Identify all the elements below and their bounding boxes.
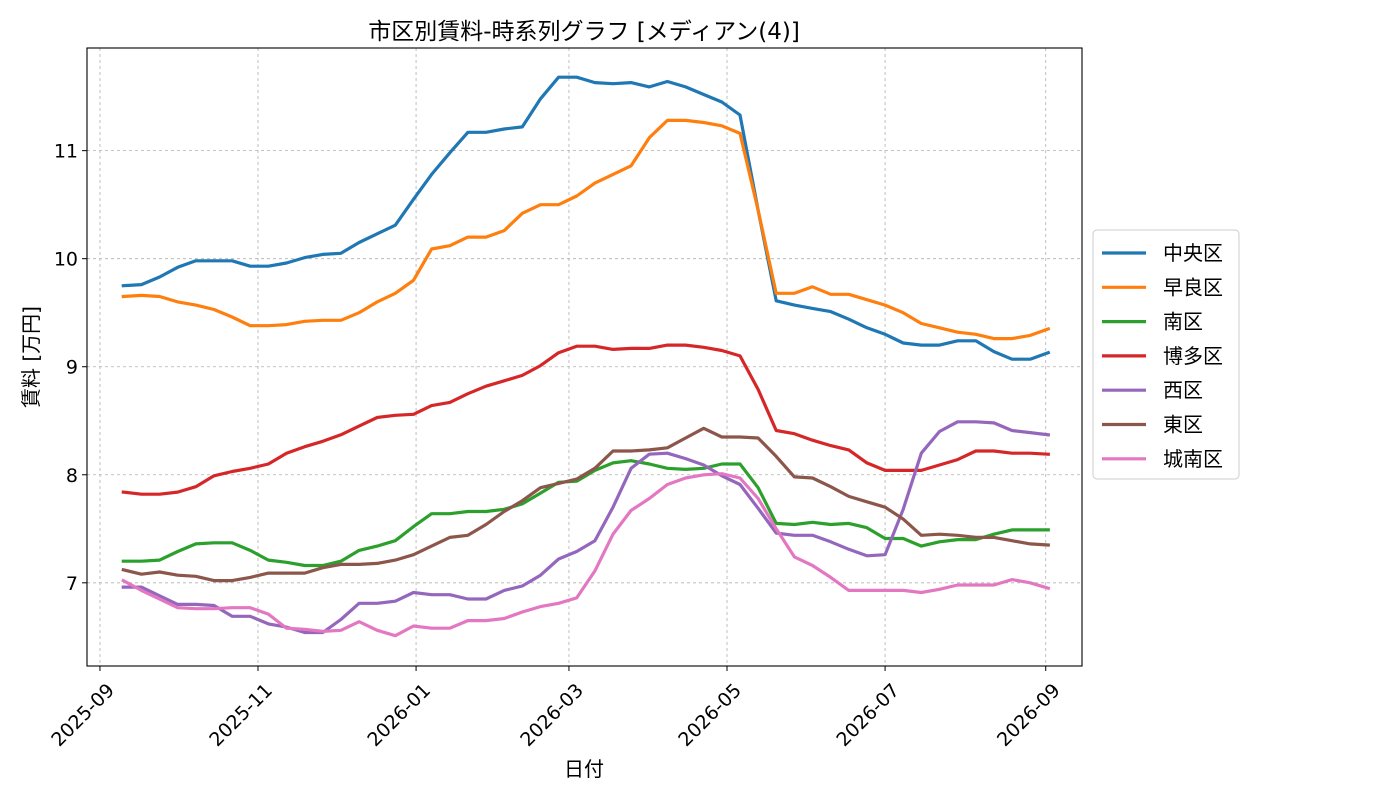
legend-label: 早良区 [1163,275,1223,299]
series-lines [121,75,1051,638]
y-tick-label: 8 [66,465,78,487]
legend-label: 東区 [1163,413,1203,437]
series-line-2 [121,118,1051,341]
plot-frame [86,47,1083,667]
y-tick-label: 9 [66,357,78,379]
legend-box [1092,229,1240,480]
series-line-7 [121,472,1051,638]
y-axis-ticks: 7 8 9 10 11 [54,141,87,595]
legend-label: 城南区 [1163,447,1223,471]
series-line-4 [121,343,1050,496]
chart-title: 市区別賃料-時系列グラフ [メディアン(4)] [368,19,800,45]
series-line-6 [121,426,1050,583]
y-tick-label: 10 [54,249,78,271]
legend-label: 中央区 [1163,241,1223,265]
y-tick-label: 7 [66,573,78,595]
series-line-5 [121,420,1051,635]
legend-label: 博多区 [1163,344,1223,368]
y-axis-label: 賃料 [万円] [19,306,43,408]
legend-label: 南区 [1163,310,1203,334]
y-tick-label: 11 [54,141,78,163]
legend-label: 西区 [1163,378,1203,402]
series-line-3 [121,459,1050,568]
x-axis-label: 日付 [564,757,604,781]
series-line-1 [121,75,1051,361]
grid-lines [87,48,1082,666]
